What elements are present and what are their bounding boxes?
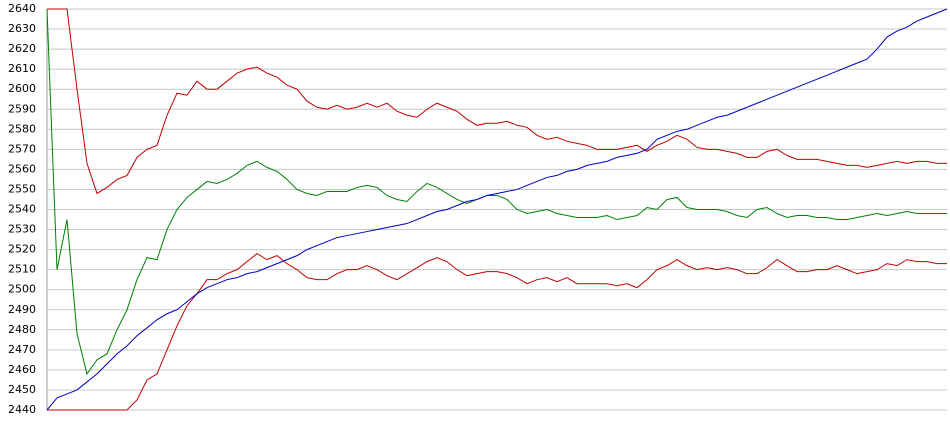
y-tick-label: 2640 bbox=[8, 2, 36, 15]
line-series bbox=[46, 8, 948, 411]
y-tick-label: 2580 bbox=[8, 122, 36, 135]
y-tick-label: 2520 bbox=[8, 243, 36, 256]
y-tick-label: 2480 bbox=[8, 323, 36, 336]
y-tick-label: 2590 bbox=[8, 102, 36, 115]
y-tick-label: 2550 bbox=[8, 182, 36, 195]
y-tick-label: 2570 bbox=[8, 142, 36, 155]
y-tick-label: 2560 bbox=[8, 162, 36, 175]
y-tick-label: 2500 bbox=[8, 283, 36, 296]
line-series bbox=[46, 8, 947, 376]
y-tick-label: 2510 bbox=[8, 263, 36, 276]
y-tick-label: 2440 bbox=[8, 403, 36, 416]
y-tick-label: 2450 bbox=[8, 383, 36, 396]
y-tick-label: 2490 bbox=[8, 303, 36, 316]
y-tick-label: 2540 bbox=[8, 203, 36, 216]
y-tick-label: 2620 bbox=[8, 42, 36, 55]
y-tick-label: 2530 bbox=[8, 223, 36, 236]
y-tick-label: 2460 bbox=[8, 363, 36, 376]
y-tick-label: 2600 bbox=[8, 82, 36, 95]
line-series bbox=[47, 253, 947, 411]
y-tick-label: 2630 bbox=[8, 22, 36, 35]
y-tick-label: 2470 bbox=[8, 343, 36, 356]
line-series bbox=[47, 8, 947, 195]
y-tick-label: 2610 bbox=[8, 62, 36, 75]
